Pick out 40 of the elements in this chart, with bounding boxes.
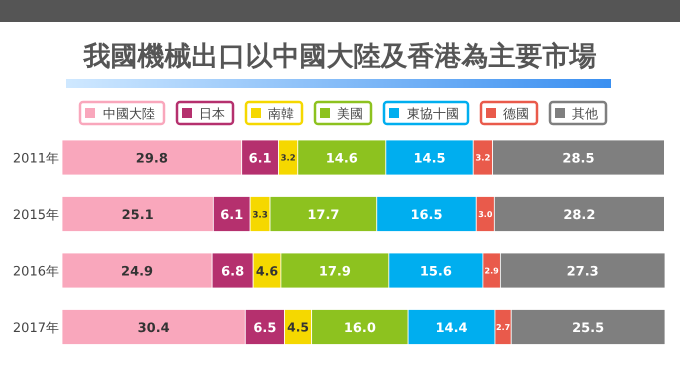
y-tick-label: 2016年 xyxy=(12,264,59,280)
data-label: 29.8 xyxy=(136,151,168,166)
data-label: 6.1 xyxy=(220,208,244,223)
data-label: 16.5 xyxy=(410,208,443,223)
chart-title: 我國機械出口以中國大陸及香港為主要市場 xyxy=(82,41,596,72)
data-label: 6.1 xyxy=(248,151,272,166)
legend-label: 德國 xyxy=(503,107,529,122)
data-label: 3.0 xyxy=(478,210,493,220)
data-label: 4.5 xyxy=(287,320,309,335)
data-label: 3.2 xyxy=(475,152,490,163)
data-label: 28.5 xyxy=(562,151,595,166)
legend-label: 東協十國 xyxy=(407,107,459,122)
data-label: 24.9 xyxy=(121,264,154,280)
data-label: 3.2 xyxy=(280,152,296,163)
legend-label: 美國 xyxy=(337,106,363,122)
y-tick-label: 2017年 xyxy=(12,321,59,336)
legend-label: 中國大陸 xyxy=(103,107,155,122)
data-label: 14.5 xyxy=(413,151,446,166)
y-tick-label: 2015年 xyxy=(12,208,59,223)
y-tick-label: 2011年 xyxy=(12,152,59,166)
data-label: 17.9 xyxy=(318,264,351,280)
data-label: 16.0 xyxy=(344,320,376,336)
data-label: 14.6 xyxy=(326,151,358,166)
data-label: 3.3 xyxy=(252,210,268,220)
data-label: 30.4 xyxy=(138,320,170,336)
data-label: 28.2 xyxy=(563,208,596,223)
legend-label: 其他 xyxy=(572,107,598,122)
data-label: 17.7 xyxy=(307,208,340,223)
data-label: 27.3 xyxy=(566,264,599,280)
data-label: 25.1 xyxy=(122,208,154,223)
data-label: 6.8 xyxy=(221,264,244,280)
data-label: 15.6 xyxy=(420,264,452,280)
data-label: 4.6 xyxy=(256,263,278,278)
legend-label: 日本 xyxy=(199,107,225,122)
data-label: 25.5 xyxy=(572,320,604,336)
data-label: 14.4 xyxy=(436,320,468,336)
legend-label: 南韓 xyxy=(268,107,294,122)
data-label: 6.5 xyxy=(253,320,276,336)
data-label: 2.7 xyxy=(496,323,510,332)
data-label: 2.9 xyxy=(484,266,500,276)
